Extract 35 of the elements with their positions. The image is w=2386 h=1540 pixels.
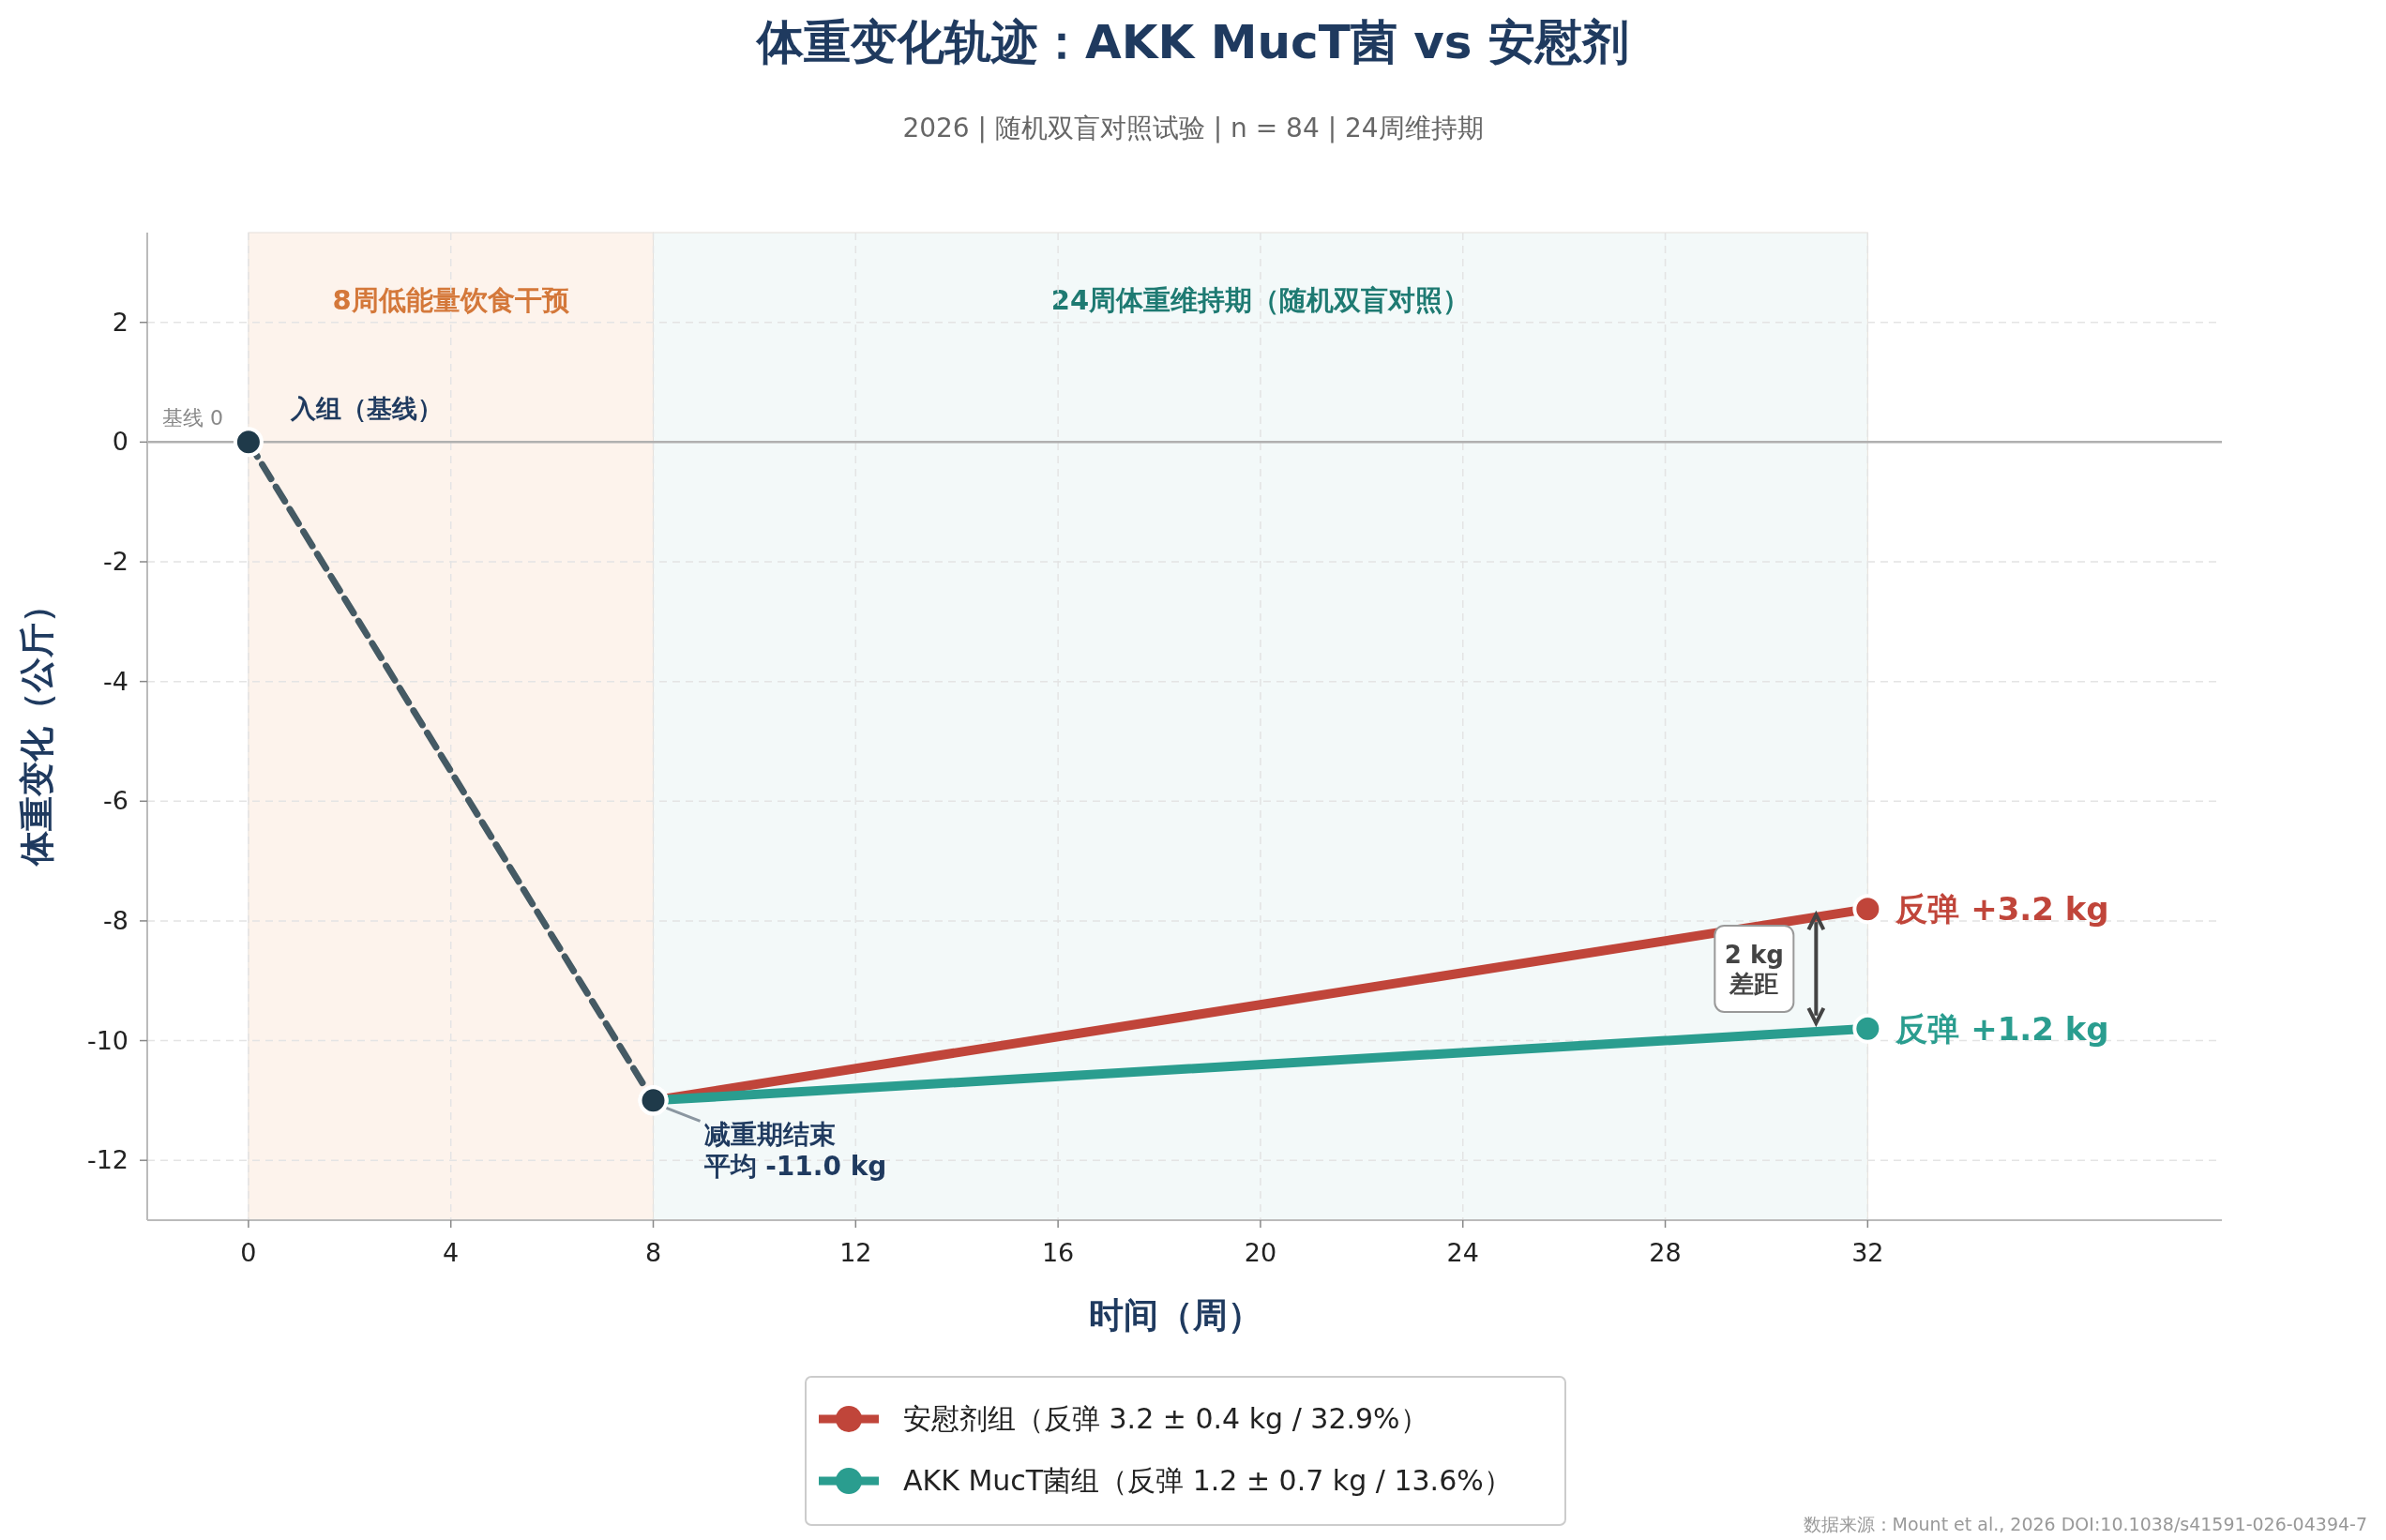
source-note: 数据来源：Mount et al., 2026 DOI:10.1038/s41591-026-04394-7 <box>1803 1514 2367 1534</box>
annotation: 平均 -11.0 kg <box>702 1151 887 1183</box>
y-tick-label: 0 <box>112 427 128 457</box>
note-end-of-loss: 减重期结束 <box>665 1106 836 1151</box>
y-tick-label: -2 <box>103 547 128 576</box>
x-tick-label: 24 <box>1446 1238 1479 1267</box>
band-label: 24周体重维持期（随机双盲对照） <box>1050 284 1471 316</box>
annotation: 反弹 +1.2 kg <box>1895 1009 2109 1048</box>
y-tick-label: -4 <box>103 666 128 696</box>
annotation: 2 kg <box>1724 940 1784 969</box>
y-tick-label: -6 <box>103 786 128 816</box>
x-tick-label: 12 <box>839 1238 872 1267</box>
x-tick-label: 0 <box>240 1238 257 1267</box>
y-axis-title: 体重变化（公斤） <box>17 587 57 868</box>
legend-label: AKK MucT菌组（反弹 1.2 ± 0.7 kg / 13.6%） <box>903 1464 1512 1497</box>
y-tick-label: -10 <box>86 1025 128 1055</box>
y-tick-label: -8 <box>103 905 128 935</box>
ref-line-label: 基线 0 <box>162 406 223 430</box>
chart-subtitle: 2026 | 随机双盲对照试验 | n = 84 | 24周维持期 <box>902 113 1484 143</box>
y-tick-label: 2 <box>112 307 128 337</box>
band-label: 8周低能量饮食干预 <box>332 284 569 316</box>
x-axis-title: 时间（周） <box>1088 1295 1262 1336</box>
annotation: 减重期结束 <box>703 1119 836 1151</box>
y-tick-label: -12 <box>86 1145 128 1175</box>
x-tick-label: 32 <box>1851 1238 1884 1267</box>
x-tick-label: 28 <box>1649 1238 1682 1267</box>
annotation: 反弹 +3.2 kg <box>1895 890 2109 929</box>
x-tick-label: 20 <box>1244 1238 1277 1267</box>
x-tick-label: 4 <box>443 1238 460 1267</box>
x-tick-label: 16 <box>1041 1238 1075 1267</box>
annotation: 差距 <box>1729 969 1779 998</box>
legend-label: 安慰剂组（反弹 3.2 ± 0.4 kg / 32.9%） <box>903 1402 1428 1435</box>
chart-title: 体重变化轨迹：AKK MucT菌 vs 安慰剂 <box>755 15 1629 69</box>
x-tick-label: 8 <box>644 1238 662 1267</box>
annotation: 入组（基线） <box>289 394 443 424</box>
